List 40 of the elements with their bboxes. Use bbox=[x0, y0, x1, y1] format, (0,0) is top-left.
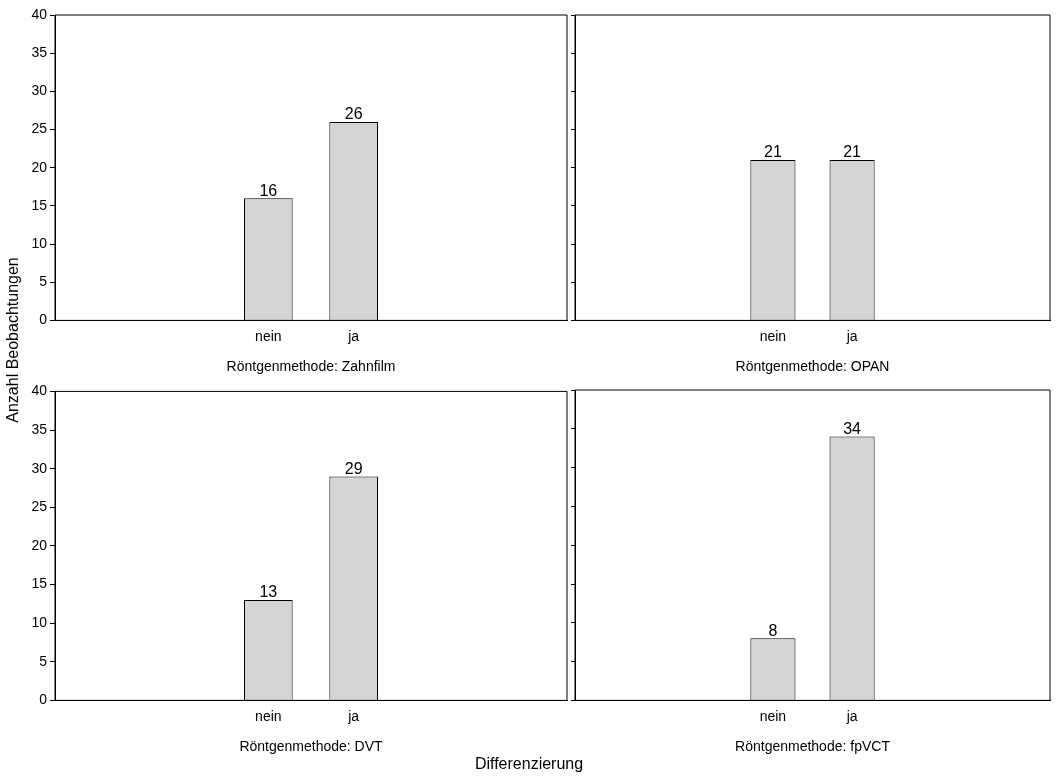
x-axis-title: Röntgenmethode: Zahnfilm bbox=[226, 358, 396, 375]
x-tick-label: nein bbox=[759, 327, 787, 344]
data-label: 13 bbox=[259, 583, 278, 601]
text: Differenzierung bbox=[473, 755, 585, 773]
data-label: 21 bbox=[843, 143, 862, 161]
x-tick-label: ja bbox=[845, 707, 858, 724]
y-tick-label: 25 bbox=[31, 120, 48, 137]
y-tick-label: 5 bbox=[39, 652, 48, 669]
y-tick-label: 15 bbox=[31, 575, 48, 592]
y-tick-label: 5 bbox=[39, 273, 48, 290]
x-axis-title: Röntgenmethode: DVT bbox=[239, 738, 384, 755]
y-axis-title: Anzahl Beobachtungen bbox=[4, 256, 22, 425]
y-tick-label: 0 bbox=[39, 691, 48, 708]
y-tick-label: 40 bbox=[31, 382, 48, 399]
x-tick-label: ja bbox=[347, 327, 360, 344]
data-label: 16 bbox=[259, 181, 278, 199]
x-axis-title: Röntgenmethode: fpVCT bbox=[735, 738, 891, 755]
y-tick-label: 35 bbox=[31, 44, 48, 61]
data-label: 34 bbox=[843, 419, 862, 437]
x-tick-label: nein bbox=[255, 327, 282, 344]
data-label: 26 bbox=[344, 105, 363, 123]
y-tick-label: 35 bbox=[31, 420, 48, 437]
y-tick-label: 10 bbox=[31, 234, 48, 251]
x-tick-label: ja bbox=[845, 327, 858, 344]
x-tick-label: nein bbox=[255, 707, 282, 724]
y-tick-label: 10 bbox=[31, 614, 48, 631]
y-tick-label: 30 bbox=[31, 82, 48, 99]
x-tick-label: nein bbox=[759, 707, 787, 724]
x-axis-title: Röntgenmethode: OPAN bbox=[735, 358, 890, 375]
data-label: 8 bbox=[768, 621, 778, 639]
y-tick-label: 25 bbox=[31, 498, 48, 515]
data-label: 21 bbox=[764, 143, 782, 161]
y-tick-label: 20 bbox=[31, 536, 48, 553]
y-tick-label: 0 bbox=[39, 311, 48, 328]
y-tick-label: 40 bbox=[31, 5, 48, 22]
data-label: 29 bbox=[344, 459, 363, 477]
y-tick-label: 30 bbox=[31, 459, 48, 476]
x-tick-label: ja bbox=[347, 707, 360, 724]
y-tick-label: 15 bbox=[31, 196, 48, 213]
y-tick-label: 20 bbox=[31, 158, 48, 175]
